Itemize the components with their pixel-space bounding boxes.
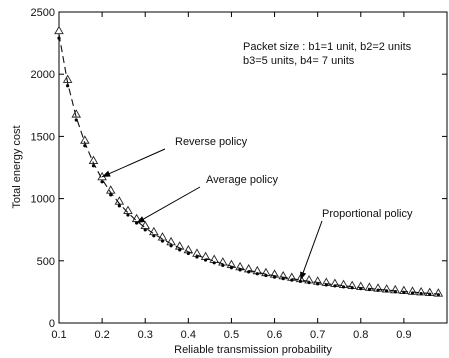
reverse-policy-point xyxy=(54,25,64,35)
average-policy-point xyxy=(341,285,346,289)
y-tick-label: 1000 xyxy=(31,194,55,206)
average-policy-point xyxy=(298,279,303,283)
x-tick-label: 0.3 xyxy=(138,329,153,341)
annotation-arrow-line xyxy=(136,186,201,224)
average-policy-point xyxy=(143,228,147,232)
average-policy-point xyxy=(66,84,70,88)
average-policy-point xyxy=(195,255,199,259)
reverse-policy-point xyxy=(71,109,82,118)
annotation-arrow-head xyxy=(300,271,307,281)
x-axis-label: Reliable transmission probability xyxy=(174,344,332,356)
x-tick-label: 0.1 xyxy=(51,329,66,341)
x-tick-label: 0.8 xyxy=(353,329,368,341)
average-policy-point xyxy=(221,263,225,268)
average-policy-point xyxy=(419,292,423,296)
y-tick-label: 500 xyxy=(37,256,55,268)
average-policy-point xyxy=(255,272,259,276)
y-tick-label: 0 xyxy=(49,318,55,330)
average-policy-point xyxy=(126,213,130,217)
x-tick-label: 0.2 xyxy=(94,329,109,341)
average-policy-point xyxy=(212,261,216,265)
y-axis-label: Total energy cost xyxy=(11,125,23,208)
x-tick-label: 0.9 xyxy=(396,329,411,341)
series-layer xyxy=(54,25,444,297)
annotation-arrow-line xyxy=(299,220,323,281)
proportional-policy-line xyxy=(58,34,439,295)
average-policy-point xyxy=(178,248,182,252)
average-policy-point xyxy=(307,280,311,285)
average-policy-point xyxy=(160,239,165,243)
annotation-arrow-head xyxy=(102,170,111,177)
annotation-label: Proportional policy xyxy=(322,208,413,220)
average-policy-point xyxy=(117,204,121,208)
average-policy-point xyxy=(203,258,208,262)
y-tick-label: 2500 xyxy=(31,7,55,19)
x-tick-label: 0.7 xyxy=(310,329,325,341)
average-policy-point xyxy=(376,288,380,292)
x-tick-label: 0.5 xyxy=(224,329,239,341)
average-policy-point xyxy=(264,273,268,278)
x-axis: 0.1 0.2 0.3 0.4 0.5 0.6 0.7 0.8 0.9 xyxy=(51,12,412,341)
average-policy-point xyxy=(100,180,104,184)
average-policy-point xyxy=(229,266,234,270)
y-tick-label: 2000 xyxy=(31,69,55,81)
x-tick-label: 0.6 xyxy=(267,329,282,341)
packet-note-line1: Packet size : b1=1 unit, b2=2 units xyxy=(243,41,412,53)
annotation-arrow-line xyxy=(101,148,166,178)
y-tick-label: 1500 xyxy=(31,131,55,143)
average-policy-point xyxy=(169,244,173,248)
average-policy-point xyxy=(152,234,156,238)
packet-note-line2: b3=5 units, b4= 7 units xyxy=(243,55,355,67)
y-axis: 0 500 1000 1500 2000 2500 xyxy=(31,7,447,330)
annotation-layer: Reverse policy Average policy Proportional… xyxy=(101,136,413,281)
annotation-arrow-head xyxy=(136,216,146,223)
annotation-label: Reverse policy xyxy=(175,136,248,148)
annotation-label: Average policy xyxy=(206,174,278,186)
x-tick-label: 0.4 xyxy=(181,329,196,341)
average-policy-point xyxy=(186,251,190,256)
